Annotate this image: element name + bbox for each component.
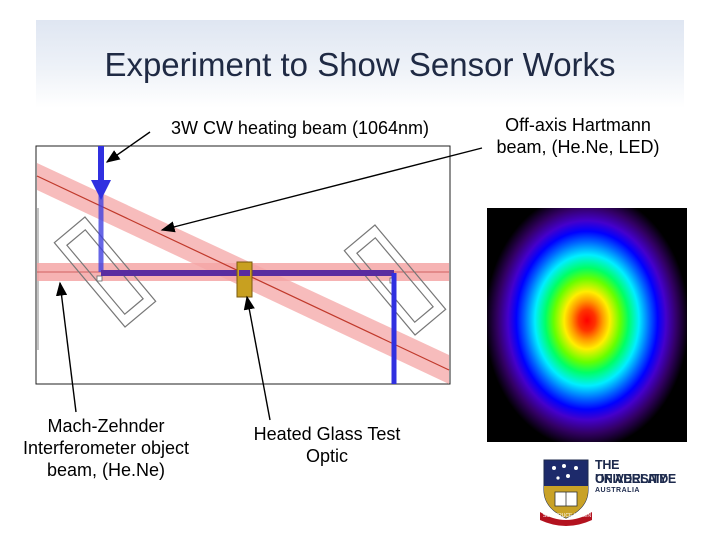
mz-label-line3: beam, (He.Ne) <box>46 460 166 480</box>
hartmann-beam-label: Off-axis Hartmann beam, (He.Ne, LED) <box>478 114 678 158</box>
pointer-hartmann <box>160 147 483 233</box>
pointer-glass-optic <box>243 295 271 421</box>
pointer-mach-zehnder <box>55 281 77 413</box>
slide-title: Experiment to Show Sensor Works <box>104 46 616 83</box>
glass-label-line2: Optic <box>305 446 348 466</box>
heating-beam-label: 3W CW heating beam (1064nm) <box>170 118 430 138</box>
incoming-beam-arrowhead <box>91 180 111 200</box>
beam-splitter-right <box>343 224 447 336</box>
glass-label-line1: Heated Glass Test <box>253 424 401 444</box>
logo-motto: SUB CRUCE LUMEN <box>542 513 592 519</box>
beam-splitter-left <box>53 216 157 328</box>
hartmann-label-line2: beam, (He.Ne, LED) <box>496 137 660 157</box>
heated-glass-test-optic <box>236 261 253 298</box>
logo-line2: OF ADELAIDE <box>595 472 676 486</box>
logo-line3: AUSTRALIA <box>595 487 640 494</box>
title-band <box>36 20 684 108</box>
splitter-mark-left <box>96 275 103 282</box>
pointer-heating-to-probe <box>105 131 151 163</box>
mach-zehnder-label: Mach-Zehnder Interferometer object beam,… <box>6 415 206 481</box>
logo-line1: THE UNIVERSITY <box>595 458 668 486</box>
university-logo: SUB CRUCE LUMEN THE UNIVERSITY OF ADELAI… <box>538 456 688 528</box>
glass-optic-label: Heated Glass Test Optic <box>232 423 422 467</box>
crest-icon <box>540 459 592 526</box>
mz-label-line2: Interferometer object <box>22 438 190 458</box>
hartmann-intensity-image <box>487 208 687 442</box>
mz-label-line1: Mach-Zehnder <box>47 416 165 436</box>
hartmann-label-line1: Off-axis Hartmann <box>505 115 651 135</box>
